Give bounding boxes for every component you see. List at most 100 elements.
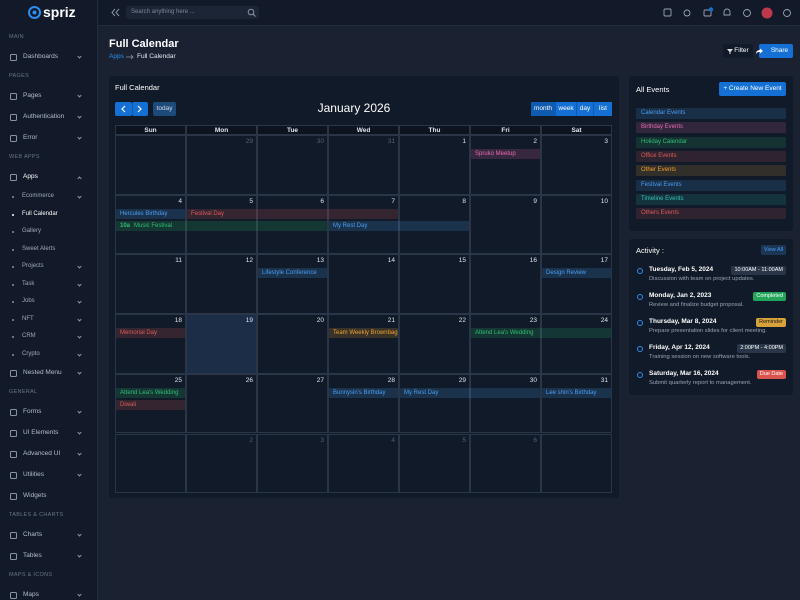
event[interactable]: Diwali bbox=[116, 399, 185, 410]
view-button[interactable]: week bbox=[555, 102, 576, 116]
event-category[interactable]: Timeline Events bbox=[636, 193, 786, 205]
event[interactable]: Attend Lea's Wedding bbox=[116, 387, 185, 398]
day-cell[interactable]: 7 bbox=[328, 194, 399, 255]
event-category[interactable]: Other Events bbox=[636, 165, 786, 177]
event[interactable]: Lifestyle Conference bbox=[258, 268, 327, 279]
event[interactable]: Memorial Day bbox=[116, 328, 185, 339]
day-cell[interactable]: 24 bbox=[541, 314, 612, 374]
nav-item[interactable]: Forms bbox=[23, 408, 42, 415]
share-button[interactable]: Share bbox=[759, 44, 793, 58]
day-cell[interactable] bbox=[115, 433, 186, 494]
day-cell[interactable] bbox=[115, 135, 186, 195]
nav-subitem[interactable]: Task bbox=[22, 280, 35, 287]
day-cell[interactable]: 27 bbox=[257, 373, 328, 434]
nav-item[interactable]: Dashboards bbox=[23, 53, 59, 60]
day-cell[interactable]: 22 bbox=[399, 314, 470, 374]
day-cell[interactable]: 3 bbox=[257, 433, 328, 494]
day-cell[interactable]: 13 bbox=[257, 254, 328, 315]
day-cell[interactable]: 4 bbox=[328, 433, 399, 494]
event-category[interactable]: Others Events bbox=[636, 208, 786, 220]
nav-item[interactable]: Apps bbox=[23, 173, 38, 180]
event[interactable]: Spruko Meetup bbox=[471, 149, 540, 159]
day-cell[interactable]: 30 bbox=[470, 373, 541, 434]
nav-item[interactable]: Charts bbox=[23, 531, 43, 538]
nav-subitem[interactable]: Gallery bbox=[22, 228, 42, 234]
day-cell[interactable]: 4 bbox=[115, 194, 186, 255]
event-category[interactable]: Birthday Events bbox=[636, 122, 786, 134]
event-category[interactable]: Calendar Events bbox=[636, 108, 786, 119]
day-cell[interactable]: 21 bbox=[328, 314, 399, 374]
view-button[interactable]: list bbox=[593, 102, 612, 116]
nav-item[interactable]: UI Elements bbox=[23, 429, 59, 436]
collapse-button[interactable] bbox=[111, 8, 120, 17]
day-cell[interactable]: 5 bbox=[186, 194, 257, 255]
day-cell[interactable]: 29 bbox=[186, 135, 257, 195]
day-cell[interactable]: 6 bbox=[470, 433, 541, 494]
day-cell[interactable]: 26 bbox=[186, 373, 257, 434]
day-cell[interactable]: 14 bbox=[328, 254, 399, 315]
day-cell[interactable]: 9 bbox=[470, 194, 541, 255]
day-cell[interactable]: 8 bbox=[399, 194, 470, 255]
day-cell[interactable]: 17 bbox=[541, 254, 612, 315]
event[interactable]: Design Review bbox=[542, 268, 611, 279]
nav-item[interactable]: Authentication bbox=[23, 113, 65, 120]
event[interactable]: My Rest Day bbox=[329, 220, 469, 231]
nav-subitem[interactable]: Sweet Alerts bbox=[22, 245, 56, 252]
day-cell[interactable]: 3 bbox=[541, 135, 612, 195]
view-all-button[interactable]: View All bbox=[761, 245, 786, 255]
nav-subitem[interactable]: CRM bbox=[22, 333, 36, 339]
nav-subitem[interactable]: NFT bbox=[22, 315, 34, 322]
nav-item[interactable]: Nested Menu bbox=[23, 369, 62, 376]
nav-subitem[interactable]: Jobs bbox=[22, 298, 35, 304]
prev-button[interactable] bbox=[115, 102, 132, 116]
nav-item[interactable]: Advanced UI bbox=[23, 450, 61, 457]
day-cell[interactable]: 2 bbox=[186, 433, 257, 494]
day-cell[interactable]: 2 bbox=[470, 135, 541, 195]
day-cell[interactable]: 29 bbox=[399, 373, 470, 434]
view-button[interactable]: day bbox=[576, 102, 593, 116]
event[interactable]: Hercules Birthday bbox=[116, 208, 185, 219]
day-cell[interactable]: 31 bbox=[328, 135, 399, 195]
day-cell[interactable]: 10 bbox=[541, 194, 612, 255]
nav-item[interactable]: Maps bbox=[23, 591, 39, 598]
nav-subitem[interactable]: Full Calendar bbox=[22, 210, 58, 217]
search-input[interactable]: Search anything here ... bbox=[126, 6, 259, 19]
day-cell[interactable] bbox=[541, 433, 612, 494]
day-cell[interactable]: 15 bbox=[399, 254, 470, 315]
day-cell[interactable]: 5 bbox=[399, 433, 470, 494]
day-cell[interactable]: 23 bbox=[470, 314, 541, 374]
day-cell[interactable]: 6 bbox=[257, 194, 328, 255]
day-cell[interactable]: 19 bbox=[186, 314, 257, 374]
nav-item[interactable]: Pages bbox=[23, 92, 42, 99]
event[interactable]: Bunnysin's Birthday bbox=[329, 387, 398, 398]
event-category[interactable]: Festival Events bbox=[636, 179, 786, 191]
day-cell[interactable]: 18 bbox=[115, 314, 186, 374]
event[interactable]: Team Weekly Brownbag bbox=[329, 328, 398, 339]
breadcrumb-link[interactable]: Apps bbox=[109, 53, 124, 60]
nav-item[interactable]: Error bbox=[23, 134, 38, 141]
nav-item[interactable]: Utilities bbox=[23, 471, 44, 478]
event[interactable]: Attend Lea's Wedding bbox=[471, 328, 611, 339]
day-cell[interactable]: 16 bbox=[470, 254, 541, 315]
create-event-button[interactable]: + Create New Event bbox=[719, 82, 786, 96]
nav-item[interactable]: Widgets bbox=[23, 492, 47, 499]
day-cell[interactable]: 25 bbox=[115, 373, 186, 434]
view-button[interactable]: month bbox=[531, 102, 555, 116]
filter-button[interactable]: Filter bbox=[723, 44, 753, 58]
day-cell[interactable]: 31 bbox=[541, 373, 612, 434]
nav-subitem[interactable]: Crypto bbox=[22, 350, 40, 357]
event[interactable]: Lee shin's Birthday bbox=[542, 387, 611, 398]
nav-subitem[interactable]: Projects bbox=[22, 263, 44, 269]
event[interactable]: Festival Day bbox=[187, 208, 398, 219]
next-button[interactable] bbox=[132, 102, 148, 116]
day-cell[interactable]: 12 bbox=[186, 254, 257, 315]
event[interactable]: 10a Music Festival bbox=[116, 220, 327, 231]
event-category[interactable]: Office Events bbox=[636, 150, 786, 162]
day-cell[interactable]: 28 bbox=[328, 373, 399, 434]
day-cell[interactable]: 20 bbox=[257, 314, 328, 374]
day-cell[interactable]: 30 bbox=[257, 135, 328, 195]
day-cell[interactable]: 1 bbox=[399, 135, 470, 195]
event-category[interactable]: Holiday Calendar bbox=[636, 136, 786, 148]
event[interactable]: My Rest Day bbox=[400, 387, 540, 398]
nav-subitem[interactable]: Ecommerce bbox=[22, 193, 55, 199]
